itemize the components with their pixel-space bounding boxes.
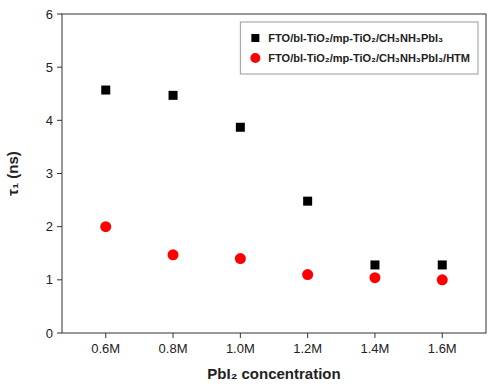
- x-tick: [374, 333, 375, 338]
- legend-symbol: [250, 53, 260, 63]
- y-tick-label: 6: [46, 7, 53, 22]
- x-tick-label: 1.0M: [226, 341, 255, 356]
- x-tick-label: 0.6M: [91, 341, 120, 356]
- y-tick-label: 0: [46, 326, 53, 341]
- data-marks: [100, 86, 448, 286]
- point: [100, 221, 111, 232]
- legend-label: FTO/bl-TiO₂/mp-TiO₂/CH₃NH₃PbI₃: [268, 32, 443, 44]
- x-tick: [105, 333, 106, 338]
- x-tick: [173, 333, 174, 338]
- legend-symbol: [251, 34, 259, 42]
- point: [303, 197, 312, 206]
- x-axis-label: PbI₂ concentration: [207, 365, 340, 382]
- y-tick-label: 4: [46, 113, 53, 128]
- x-tick-label: 1.6M: [428, 341, 457, 356]
- legend: FTO/bl-TiO₂/mp-TiO₂/CH₃NH₃PbI₃ FTO/bl-TiO…: [240, 22, 478, 74]
- y-tick: [57, 173, 62, 174]
- point: [369, 272, 380, 283]
- y-tick-label: 1: [46, 272, 53, 287]
- y-tick: [57, 226, 62, 227]
- y-axis-label: τ₁ (ns): [4, 151, 21, 196]
- plot-frame: [62, 14, 486, 333]
- y-tick: [57, 333, 62, 334]
- y-tick-label: 3: [46, 166, 53, 181]
- series: [101, 86, 447, 270]
- point: [168, 249, 179, 260]
- legend-box: [240, 22, 478, 74]
- y-tick-label: 5: [46, 60, 53, 75]
- x-tick: [442, 333, 443, 338]
- y-tick: [57, 120, 62, 121]
- y-tick: [57, 67, 62, 68]
- point: [302, 269, 313, 280]
- chart: 0.6M 0.8M 1.0M 1.2M 1.4M 1.6M 0 1 2 3 4 5 6 PbI₂ conc…: [0, 0, 500, 391]
- y-tick: [57, 279, 62, 280]
- plot-background: [62, 14, 486, 333]
- y-tick: [57, 14, 62, 15]
- point: [235, 253, 246, 264]
- x-tick: [240, 333, 241, 338]
- x-tick-label: 1.4M: [360, 341, 389, 356]
- x-tick-label: 1.2M: [293, 341, 322, 356]
- point: [169, 91, 178, 100]
- point: [437, 274, 448, 285]
- x-tick-label: 0.8M: [159, 341, 188, 356]
- x-tick: [307, 333, 308, 338]
- point: [438, 260, 447, 269]
- point: [236, 123, 245, 132]
- series: [100, 221, 448, 285]
- y-tick-label: 2: [46, 219, 53, 234]
- point: [101, 86, 110, 95]
- x-axis: 0.6M 0.8M 1.0M 1.2M 1.4M 1.6M: [91, 333, 456, 356]
- legend-label: FTO/bl-TiO₂/mp-TiO₂/CH₃NH₃PbI₃/HTM: [268, 52, 470, 64]
- y-axis: 0 1 2 3 4 5 6: [46, 7, 62, 341]
- point: [370, 260, 379, 269]
